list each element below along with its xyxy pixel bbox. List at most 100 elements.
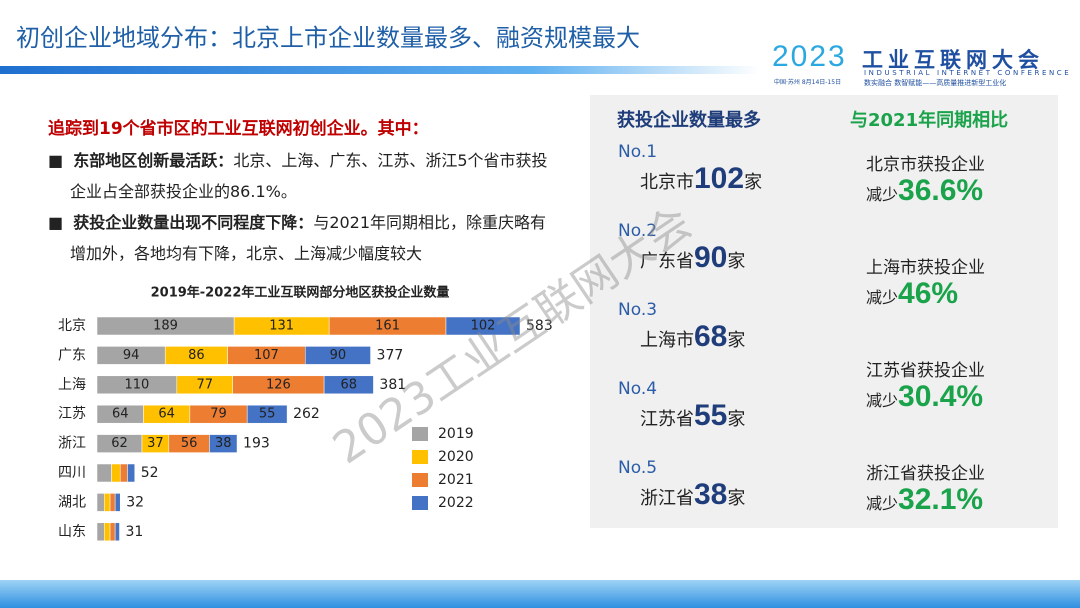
value-label: 90: [330, 348, 347, 363]
value-label: 68: [340, 377, 357, 392]
bar-segment: [127, 463, 135, 483]
bullet-bold: 东部地区创新最活跃：: [73, 151, 234, 170]
panel-left-title: 获投企业数量最多: [617, 110, 761, 131]
rank-company: 江苏省55家: [640, 399, 745, 433]
chart-title: 2019年-2022年工业互联网部分地区获投企业数量: [151, 285, 450, 301]
category-label: 上海: [58, 377, 86, 393]
value-label: 161: [375, 319, 400, 334]
value-label: 110: [124, 377, 149, 392]
rank: No.4: [618, 379, 658, 399]
value-label: 64: [158, 407, 175, 422]
rank-unit: 家: [727, 251, 746, 272]
total-label: 583: [526, 318, 553, 334]
legend-label: 2021: [438, 472, 474, 488]
footer-band: [0, 580, 1080, 608]
change-word: 减少: [866, 391, 899, 410]
chart: 2019年-2022年工业互联网部分地区获投企业数量 北京 189 131 161 10…: [58, 285, 553, 542]
change-label: 浙江省获投企业: [866, 464, 985, 484]
bar-segment: [96, 493, 105, 512]
header-bar: [0, 66, 760, 74]
category-label: 广东: [58, 347, 86, 363]
logo-info: 中国·苏州 8月14日-15日: [774, 79, 842, 86]
bar-segment: [96, 463, 112, 483]
rank-unit: 家: [727, 409, 746, 430]
bullets: ■ 东部地区创新最活跃：北京、上海、广东、江苏、浙江5个省市获投企业占全部获投企…: [48, 145, 558, 269]
panel: [590, 95, 1058, 528]
bar-segment: [323, 375, 374, 395]
rank-unit: 家: [744, 172, 763, 193]
category-label: 江苏: [58, 406, 86, 422]
value-label: 56: [181, 436, 198, 451]
rank: No.2: [618, 221, 658, 241]
value-label: 126: [266, 377, 291, 392]
rank-place: 北京市: [640, 172, 694, 193]
change-value: 减少30.4%: [866, 380, 983, 414]
bullet: ■ 东部地区创新最活跃：北京、上海、广东、江苏、浙江5个省市获投企业占全部获投企…: [48, 151, 548, 201]
change-label: 北京市获投企业: [866, 155, 985, 175]
change-word: 减少: [866, 494, 899, 513]
category-label: 四川: [58, 465, 86, 481]
total-label: 32: [126, 494, 144, 510]
bar-segment: [111, 463, 121, 483]
bullet: ■ 获投企业数量出现不同程度下降：与2021年同期相比，除重庆略有增加外，各地均…: [48, 213, 547, 263]
value-label: 77: [196, 377, 213, 392]
legend-label: 2022: [438, 495, 474, 511]
value-label: 102: [471, 319, 496, 334]
slide-title: 初创企业地域分布：北京上市企业数量最多、融资规模最大: [16, 24, 640, 52]
change-pct: 32.1%: [898, 483, 984, 516]
bar-segment: [445, 316, 521, 336]
rank-count: 102: [694, 162, 745, 195]
rank-place: 广东省: [640, 251, 694, 272]
bullet-text: 与2021年同期相比，除重庆略有增加外，各地均有下降，北京、上海减少幅度较大: [70, 213, 547, 263]
change-value: 减少36.6%: [866, 174, 983, 208]
change-value: 减少32.1%: [866, 483, 983, 517]
total-label: 377: [377, 347, 404, 363]
total-label: 381: [379, 377, 406, 393]
bar-segment: [114, 493, 121, 512]
rank-unit: 家: [727, 488, 746, 509]
change-label: 上海市获投企业: [866, 258, 985, 278]
value-label: 55: [259, 407, 276, 422]
bullet-bold: 获投企业数量出现不同程度下降：: [73, 213, 314, 232]
change-value: 减少46%: [866, 277, 958, 311]
bar-segment: [209, 434, 238, 453]
value-label: 189: [153, 319, 178, 334]
value-label: 62: [111, 436, 128, 451]
bullet-text: 北京、上海、广东、江苏、浙江5个省市获投企业占全部获投企业的86.1%。: [70, 151, 548, 201]
category-label: 浙江: [58, 436, 86, 452]
category-label: 湖北: [58, 494, 86, 510]
change-word: 减少: [866, 185, 899, 204]
bar-segment: [104, 522, 111, 542]
change-label: 江苏省获投企业: [866, 361, 985, 381]
change-pct: 30.4%: [898, 380, 984, 413]
value-label: 107: [254, 348, 279, 363]
rank-place: 浙江省: [640, 488, 694, 509]
value-label: 79: [210, 407, 227, 422]
value-label: 38: [215, 436, 232, 451]
legend-label: 2020: [438, 449, 474, 465]
rank-company: 广东省90家: [640, 241, 745, 275]
bar-segment: [96, 522, 105, 542]
value-label: 94: [123, 348, 140, 363]
legend-swatch: [412, 450, 428, 464]
value-label: 64: [112, 407, 129, 422]
change-pct: 46%: [898, 277, 959, 310]
rank-company: 北京市102家: [640, 162, 762, 196]
total-label: 31: [125, 524, 143, 540]
change-pct: 36.6%: [898, 174, 984, 207]
total-label: 52: [141, 465, 159, 481]
rank-place: 江苏省: [640, 409, 694, 430]
logo-english: INDUSTRIAL INTERNET CONFERENCE: [864, 69, 1072, 77]
rank: No.1: [618, 142, 658, 162]
value-label: 86: [188, 348, 205, 363]
rank-count: 38: [694, 478, 728, 511]
bar-segment: [114, 522, 120, 542]
rank: No.3: [618, 300, 658, 320]
logo-slogan: 数实融合 数智赋能——高质量推进新型工业化: [864, 79, 1007, 87]
total-label: 193: [243, 436, 270, 452]
rank-company: 浙江省38家: [640, 478, 745, 512]
rank-count: 90: [694, 241, 728, 274]
logo-name: 工业互联网大会: [862, 48, 1044, 72]
rank-count: 68: [694, 320, 728, 353]
